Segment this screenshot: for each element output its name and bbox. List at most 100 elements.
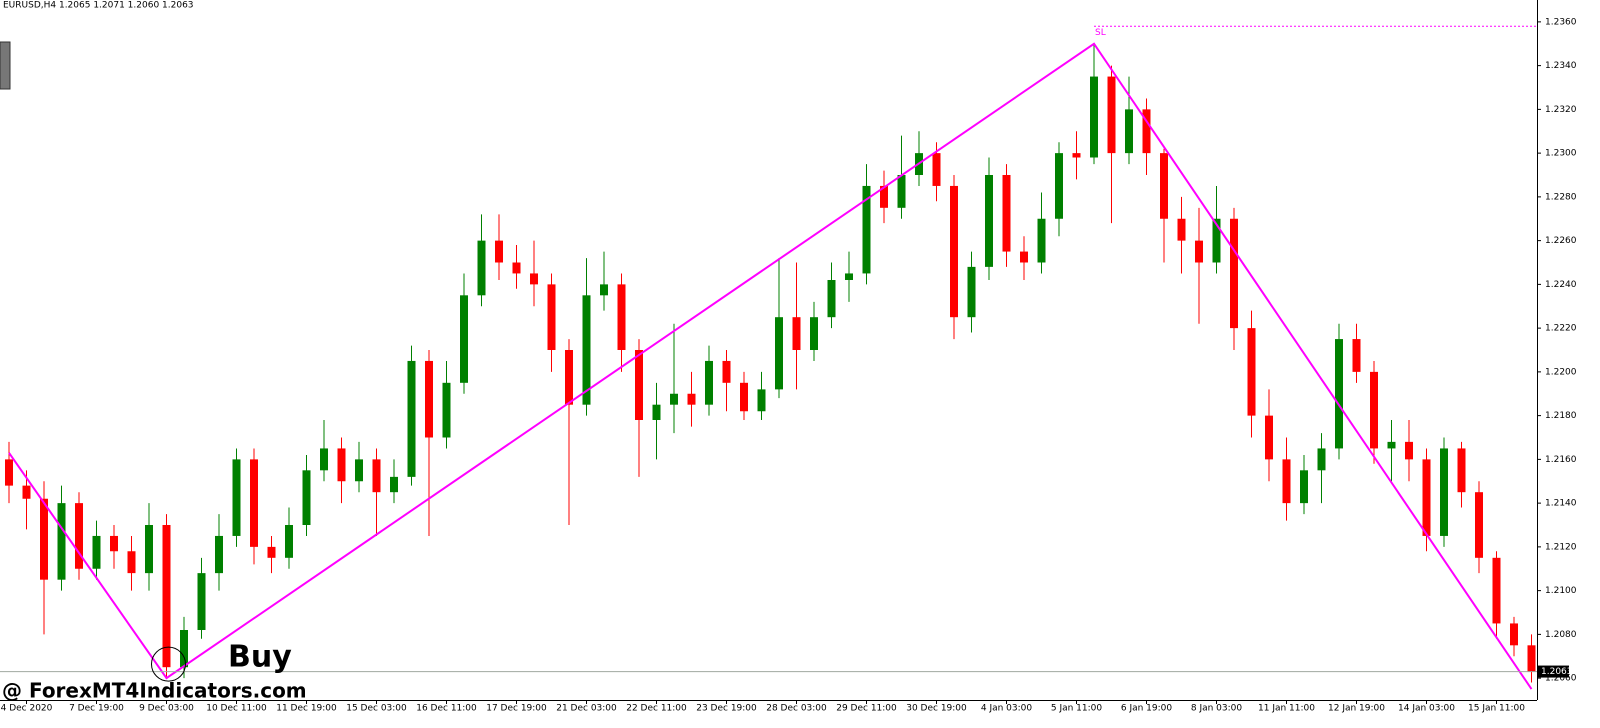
candle-body <box>460 295 468 383</box>
current-price-tag <box>1538 665 1569 678</box>
y-tick-label: 1.2160 <box>1545 455 1577 465</box>
candle-body <box>232 459 241 536</box>
candle-body <box>740 382 748 412</box>
candle-body <box>1125 109 1133 154</box>
y-tick-label: 1.2200 <box>1545 367 1577 377</box>
x-tick-label: 15 Jan 11:00 <box>1468 704 1525 714</box>
candle-body <box>705 360 713 405</box>
candle-body <box>285 525 293 558</box>
candle-body <box>950 185 958 318</box>
x-tick-label: 16 Dec 11:00 <box>416 704 477 714</box>
signal-circle <box>151 646 186 682</box>
candle-body <box>547 284 556 350</box>
candle-body <box>1160 153 1168 219</box>
x-tick-label: 21 Dec 03:00 <box>556 704 617 714</box>
candle-body <box>792 317 801 350</box>
candle-body <box>1440 448 1448 536</box>
candle-body <box>1107 76 1116 154</box>
candle-body <box>407 360 416 477</box>
candle-body <box>92 535 101 569</box>
x-tick-label: 15 Dec 03:00 <box>346 704 407 714</box>
candle-body <box>880 185 888 208</box>
candle-body <box>1002 175 1011 252</box>
side-button[interactable] <box>0 41 11 90</box>
candle-body <box>5 459 13 486</box>
y-tick-label: 1.2360 <box>1545 17 1577 27</box>
y-tick-label: 1.2260 <box>1545 236 1577 246</box>
candle-body <box>757 389 766 412</box>
candle-body <box>22 485 31 499</box>
x-tick-label: 11 Jan 11:00 <box>1258 704 1315 714</box>
candle-body <box>1282 459 1291 504</box>
x-tick-label: 14 Jan 03:00 <box>1398 704 1455 714</box>
x-tick-label: 23 Dec 19:00 <box>696 704 757 714</box>
candle-body <box>1510 623 1518 646</box>
candle-body <box>250 459 258 547</box>
y-tick-label: 1.2060 <box>1545 674 1577 684</box>
y-tick-label: 1.2340 <box>1545 61 1577 71</box>
candle-body <box>1457 448 1466 493</box>
candle-body <box>1527 645 1536 672</box>
stop-loss-label: SL <box>1095 28 1106 38</box>
candle-body <box>652 404 661 420</box>
candle-body <box>1055 153 1063 219</box>
x-tick-label: 22 Dec 11:00 <box>626 704 687 714</box>
candle-body <box>1090 76 1098 158</box>
x-tick-label: 6 Jan 19:00 <box>1121 704 1173 714</box>
x-tick-label: 9 Dec 03:00 <box>139 704 194 714</box>
candle-body <box>162 525 171 668</box>
candle-body <box>827 280 836 318</box>
candle-body <box>1212 218 1221 263</box>
x-tick-label: 17 Dec 19:00 <box>486 704 547 714</box>
signal-label: Buy <box>228 640 292 675</box>
y-tick-label: 1.2140 <box>1545 499 1577 509</box>
y-tick-label: 1.2120 <box>1545 542 1577 552</box>
y-tick-label: 1.2300 <box>1545 149 1577 159</box>
x-tick-label: 10 Dec 11:00 <box>206 704 267 714</box>
candle-body <box>1475 492 1483 558</box>
candle-body <box>1492 557 1501 624</box>
x-tick-label: 30 Dec 19:00 <box>906 704 967 714</box>
candle-body <box>810 317 818 350</box>
candle-body <box>565 350 573 405</box>
candle-body <box>635 350 643 420</box>
candle-body <box>197 573 206 630</box>
candle-body <box>495 240 503 263</box>
x-tick-label: 29 Dec 11:00 <box>836 704 897 714</box>
candle-body <box>687 393 696 405</box>
candle-body <box>320 448 328 471</box>
y-tick-label: 1.2320 <box>1545 105 1577 115</box>
candle-body <box>967 266 976 318</box>
candle-body <box>1020 251 1028 263</box>
x-tick-label: 5 Jan 11:00 <box>1051 704 1103 714</box>
candle-body <box>1422 459 1431 536</box>
candle-body <box>1352 339 1361 372</box>
candle-body <box>1317 448 1326 471</box>
candle-body <box>1177 218 1186 241</box>
x-tick-label: 28 Dec 03:00 <box>766 704 827 714</box>
candle-body <box>1072 153 1081 158</box>
watermark: @ ForexMT4Indicators.com <box>2 679 307 703</box>
candle-body <box>1405 441 1413 460</box>
x-tick-label: 11 Dec 19:00 <box>276 704 337 714</box>
candle-body <box>355 459 363 482</box>
current-price-label: 1.2063 <box>1541 667 1573 677</box>
y-tick-label: 1.2240 <box>1545 280 1577 290</box>
x-tick-label: 4 Dec 2020 <box>1 704 53 714</box>
candle-body <box>390 476 398 493</box>
y-tick-label: 1.2180 <box>1545 411 1577 421</box>
candle-body <box>1247 328 1256 416</box>
candle-body <box>1265 415 1273 460</box>
x-tick-label: 4 Jan 03:00 <box>981 704 1033 714</box>
candle-body <box>302 470 311 525</box>
zigzag-line <box>8 42 1533 690</box>
y-tick-label: 1.2280 <box>1545 192 1577 202</box>
candle-body <box>1230 218 1238 329</box>
candle-body <box>845 273 853 280</box>
candle-body <box>180 630 188 668</box>
candle-body <box>127 551 136 574</box>
candle-body <box>1300 470 1308 504</box>
candle-body <box>1370 371 1378 449</box>
candle-body <box>372 459 381 493</box>
